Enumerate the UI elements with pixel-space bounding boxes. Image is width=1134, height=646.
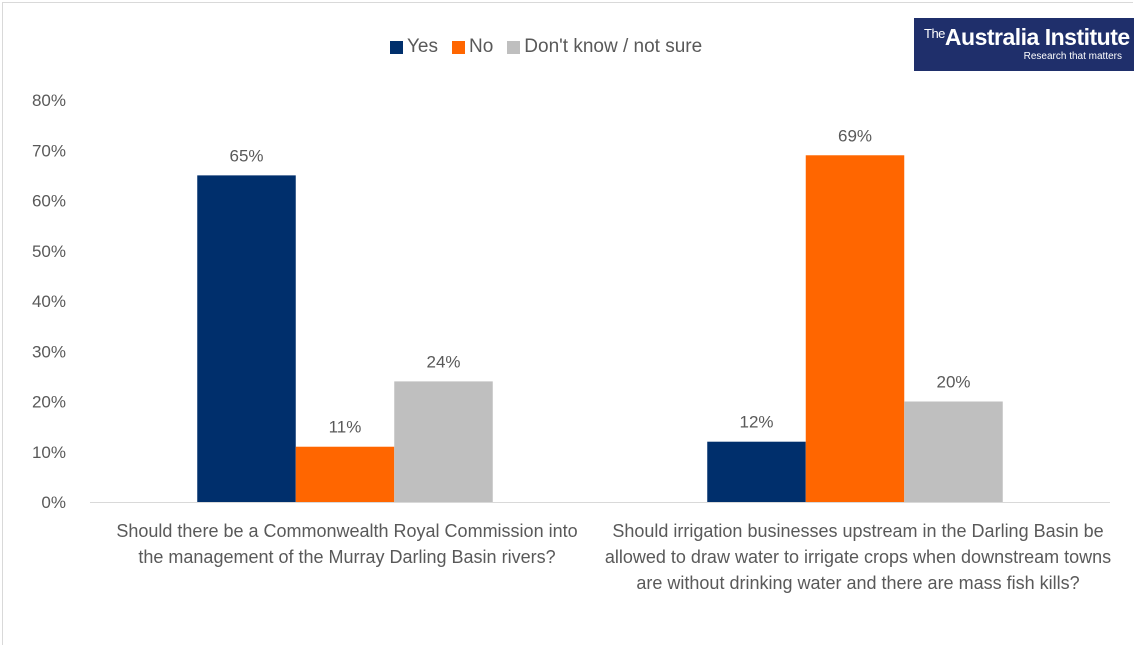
data-label-no-q1: 11%	[329, 418, 362, 437]
australia-institute-logo: TheAustralia Institute Research that mat…	[914, 18, 1134, 71]
y-tick-label: 0%	[41, 493, 66, 512]
bar-no-q1	[295, 446, 395, 502]
legend-item-yes: Yes	[390, 36, 438, 58]
logo-wordmark: TheAustralia Institute	[924, 24, 1130, 51]
legend-label-yes: Yes	[407, 36, 438, 57]
data-label-dont-know-q1: 24%	[426, 352, 460, 371]
y-tick-label: 80%	[32, 91, 66, 110]
logo-name: Australia Institute	[944, 24, 1130, 50]
data-label-dont-know-q2: 20%	[936, 373, 970, 392]
category-label-royal-commission: Should there be a Commonwealth Royal Com…	[116, 521, 578, 567]
y-tick-label: 40%	[32, 292, 66, 311]
bars	[197, 155, 1003, 502]
legend-item-no: No	[452, 36, 493, 58]
legend-swatch-yes	[390, 40, 403, 54]
bar-yes-q1	[197, 175, 296, 502]
legend-item-dont-know: Don't know / not sure	[507, 36, 702, 58]
y-tick-label: 20%	[32, 393, 66, 412]
legend-label-no: No	[469, 36, 494, 57]
bar-no-q2	[805, 155, 905, 502]
legend-swatch-dont-know	[507, 40, 521, 54]
legend-swatch-no	[452, 40, 465, 54]
bar-yes-q2	[707, 441, 806, 502]
bar-dont-know-q1	[394, 381, 493, 502]
logo-the: The	[924, 26, 945, 41]
y-tick-label: 50%	[32, 242, 66, 261]
data-label-yes-q1: 65%	[229, 146, 263, 165]
category-label-irrigation: Should irrigation businesses upstream in…	[604, 521, 1112, 593]
logo-tagline: Research that matters	[1023, 51, 1122, 62]
y-tick-label: 60%	[32, 192, 66, 211]
y-tick-label: 70%	[32, 141, 66, 160]
data-label-no-q2: 69%	[838, 126, 872, 145]
data-label-yes-q2: 12%	[739, 413, 773, 432]
legend-label-dont-know: Don't know / not sure	[524, 36, 703, 57]
y-tick-label: 10%	[32, 443, 66, 462]
bar-dont-know-q2	[904, 401, 1003, 502]
y-tick-label: 30%	[32, 342, 66, 361]
data-labels: 65% 11% 24% 12% 69% 20%	[229, 126, 970, 436]
y-axis-ticks: 0% 10% 20% 30% 40% 50% 60% 70% 80%	[32, 91, 66, 512]
chart-legend: Yes No Don't know / not sure	[390, 36, 702, 58]
